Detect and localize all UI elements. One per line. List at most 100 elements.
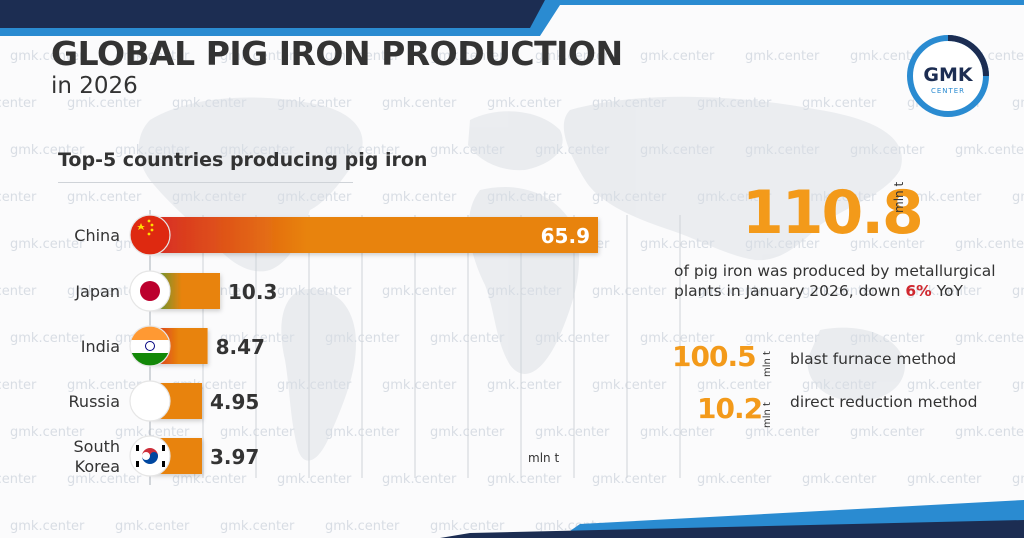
- watermark-text: gmk.center: [907, 284, 982, 299]
- watermark-text: gmk.center: [67, 96, 142, 111]
- page-subtitle: in 2026: [51, 73, 138, 99]
- logo-text: GMK: [923, 64, 974, 86]
- chart-bars: 65.9 China 10.3 Japan 8.47 India 4.95 Russia 3.9…: [69, 217, 598, 476]
- watermark-text: gmk.center: [277, 472, 352, 487]
- watermark-text: gmk.center: [0, 284, 37, 299]
- summary-text-after: YoY: [931, 281, 963, 300]
- watermark-text: gmk.center: [220, 425, 295, 440]
- watermark-text: gmk.center: [1012, 472, 1024, 487]
- gmk-center-logo: GMK CENTER: [907, 35, 989, 117]
- watermark-text: gmk.center: [955, 425, 1024, 440]
- watermark-text: gmk.center: [907, 190, 982, 205]
- watermark-text: gmk.center: [850, 237, 925, 252]
- watermark-text: gmk.center: [697, 378, 772, 393]
- watermark-text: gmk.center: [0, 190, 37, 205]
- direct-reduction-value: 10.2: [697, 392, 763, 425]
- blast-furnace-value: 100.5: [672, 340, 757, 373]
- watermark-text: gmk.center: [850, 49, 925, 64]
- blast-furnace-label: blast furnace method: [790, 350, 957, 368]
- chart-flags: [129, 214, 171, 477]
- watermark-text: gmk.center: [487, 284, 562, 299]
- india-flag-icon: [129, 325, 171, 367]
- watermark-text: gmk.center: [745, 425, 820, 440]
- watermark-text: gmk.center: [802, 190, 877, 205]
- watermark-text: gmk.center: [0, 472, 37, 487]
- watermark-text: gmk.center: [487, 472, 562, 487]
- bar-value-label: 8.47: [216, 335, 265, 359]
- watermark-text: gmk.center: [325, 331, 400, 346]
- watermark-text: gmk.center: [535, 425, 610, 440]
- watermark-text: gmk.center: [382, 96, 457, 111]
- watermark-text: gmk.center: [1012, 96, 1024, 111]
- watermark-text: gmk.center: [10, 331, 85, 346]
- watermark-text: gmk.center: [640, 237, 715, 252]
- watermark-text: gmk.center: [487, 96, 562, 111]
- watermark-text: gmk.center: [592, 284, 667, 299]
- watermark-text: gmk.center: [745, 143, 820, 158]
- watermark-text: gmk.center: [115, 143, 190, 158]
- watermark-text: gmk.center: [640, 49, 715, 64]
- watermark-text: gmk.center: [697, 96, 772, 111]
- chart-title: Top-5 countries producing pig iron: [58, 149, 428, 171]
- watermark-text: gmk.center: [487, 190, 562, 205]
- watermark-text: gmk.center: [955, 143, 1024, 158]
- chart-unit-label: mln t: [528, 451, 559, 465]
- watermark-text: gmk.center: [850, 425, 925, 440]
- watermark-text: gmk.center: [325, 425, 400, 440]
- watermark-text: gmk.center: [325, 519, 400, 534]
- bar-value-label: 3.97: [210, 445, 259, 469]
- watermark-text: gmk.center: [640, 143, 715, 158]
- japan-flag-icon: [129, 270, 171, 312]
- total-production-value: 110.8: [742, 178, 924, 248]
- watermark-text: gmk.center: [697, 190, 772, 205]
- direct-reduction-unit: mln t: [762, 402, 773, 428]
- watermark-text: gmk.center: [955, 331, 1024, 346]
- watermark-text: gmk.center: [697, 284, 772, 299]
- russia-flag-icon: [129, 380, 171, 422]
- watermark-text: gmk.center: [1012, 378, 1024, 393]
- top-stripe-navy: [0, 0, 545, 28]
- bottom-stripe-navy: [440, 520, 1024, 538]
- category-label: South: [74, 437, 121, 456]
- watermark-text: gmk.center: [115, 49, 190, 64]
- watermark-text: gmk.center: [67, 190, 142, 205]
- watermark-text: gmk.center: [172, 96, 247, 111]
- watermark-text: gmk.center: [592, 96, 667, 111]
- watermark-text: gmk.center: [802, 96, 877, 111]
- chart-title-divider: [58, 182, 353, 183]
- watermark-text: gmk.center: [430, 519, 505, 534]
- watermark-text: gmk.center: [382, 378, 457, 393]
- south-korea-flag-icon: [129, 435, 171, 477]
- watermark-text: gmk.center: [1012, 284, 1024, 299]
- watermark-text: gmk.center: [220, 49, 295, 64]
- watermark-text: gmk.center: [745, 331, 820, 346]
- watermark-text: gmk.center: [745, 237, 820, 252]
- watermark-text: gmk.center: [115, 425, 190, 440]
- watermark-text: gmk.center: [592, 190, 667, 205]
- logo-subtext: CENTER: [931, 87, 965, 95]
- watermark-text: gmk.center: [172, 472, 247, 487]
- watermark-text: gmk.center: [850, 331, 925, 346]
- watermark-text: gmk.center: [67, 284, 142, 299]
- watermark-text: gmk.center: [10, 425, 85, 440]
- watermark-text: gmk.center: [0, 96, 37, 111]
- watermark-text: gmk.center: [277, 378, 352, 393]
- watermark-text: gmk.center: [487, 378, 562, 393]
- watermark-text: gmk.center: [430, 49, 505, 64]
- watermark-text: gmk.center: [10, 49, 85, 64]
- watermark-text: gmk.center: [535, 49, 610, 64]
- watermark-text: gmk.center: [67, 472, 142, 487]
- watermark-text: gmk.center: [535, 143, 610, 158]
- category-label: India: [81, 337, 120, 356]
- china-flag-icon: [129, 214, 171, 256]
- category-label: China: [74, 226, 120, 245]
- watermark-text: gmk.center: [850, 143, 925, 158]
- watermark-text: gmk.center: [220, 143, 295, 158]
- watermark-text: gmk.center: [745, 49, 820, 64]
- watermark-text: gmk.center: [1012, 190, 1024, 205]
- category-label: Japan: [74, 282, 120, 301]
- watermark-text: gmk.center: [10, 519, 85, 534]
- watermark-text: gmk.center: [802, 378, 877, 393]
